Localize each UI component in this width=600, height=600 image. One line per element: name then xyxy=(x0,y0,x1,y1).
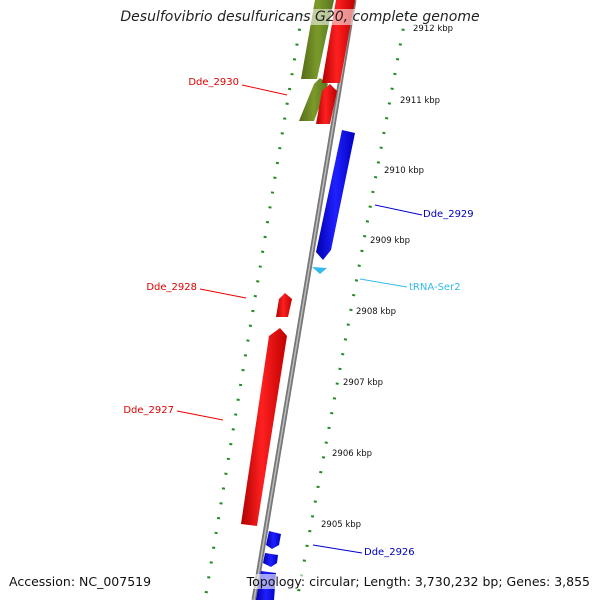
genome-backbone-highlight xyxy=(253,0,355,600)
gene-arrow-dde-2926 xyxy=(266,531,281,549)
gene-label-trna-ser2: tRNA-Ser2 xyxy=(409,282,461,293)
leader-line-trna-ser2 xyxy=(359,278,408,288)
tick-label: 2911 kbp xyxy=(400,96,440,106)
genome-summary-text: Topology: circular; Length: 3,730,232 bp… xyxy=(246,574,590,589)
tick-label: 2910 kbp xyxy=(384,166,424,176)
trna-ser2-mark xyxy=(312,267,327,274)
feature-olive xyxy=(299,78,328,121)
leader-line-dde-2927 xyxy=(176,410,224,421)
tick-label: 2909 kbp xyxy=(370,236,410,246)
tick-label: 2912 kbp xyxy=(413,24,453,34)
map-title: Desulfovibrio desulfuricans G20, complet… xyxy=(0,9,600,25)
gene-label-dde-2930: Dde_2930 xyxy=(188,77,239,88)
accession-text: Accession: NC_007519 xyxy=(9,574,152,589)
gene-arrow-dde-2927 xyxy=(241,328,287,526)
tick-label: 2908 kbp xyxy=(356,307,396,317)
gene-label-dde-2927: Dde_2927 xyxy=(123,405,174,416)
leader-line-dde-2930 xyxy=(241,84,288,96)
tick-ring-inner xyxy=(295,13,408,600)
tick-label: 2905 kbp xyxy=(321,520,361,530)
gene-label-dde-2928: Dde_2928 xyxy=(146,282,197,293)
tick-label: 2906 kbp xyxy=(332,449,372,459)
gene-label-dde-2926: Dde_2926 xyxy=(364,547,415,558)
gene-label-dde-2929: Dde_2929 xyxy=(423,209,474,220)
gene-arrow-dde-2929 xyxy=(316,130,355,260)
leader-line-dde-2928 xyxy=(199,288,247,299)
tick-label: 2907 kbp xyxy=(343,378,383,388)
gene-arrow-dde-2928 xyxy=(276,293,292,317)
leader-line-dde-2929 xyxy=(374,204,423,216)
gene-arrow-dde-2930 xyxy=(316,84,337,124)
leader-line-dde-2926 xyxy=(312,544,363,554)
gene-arrow-reverse xyxy=(263,553,278,567)
